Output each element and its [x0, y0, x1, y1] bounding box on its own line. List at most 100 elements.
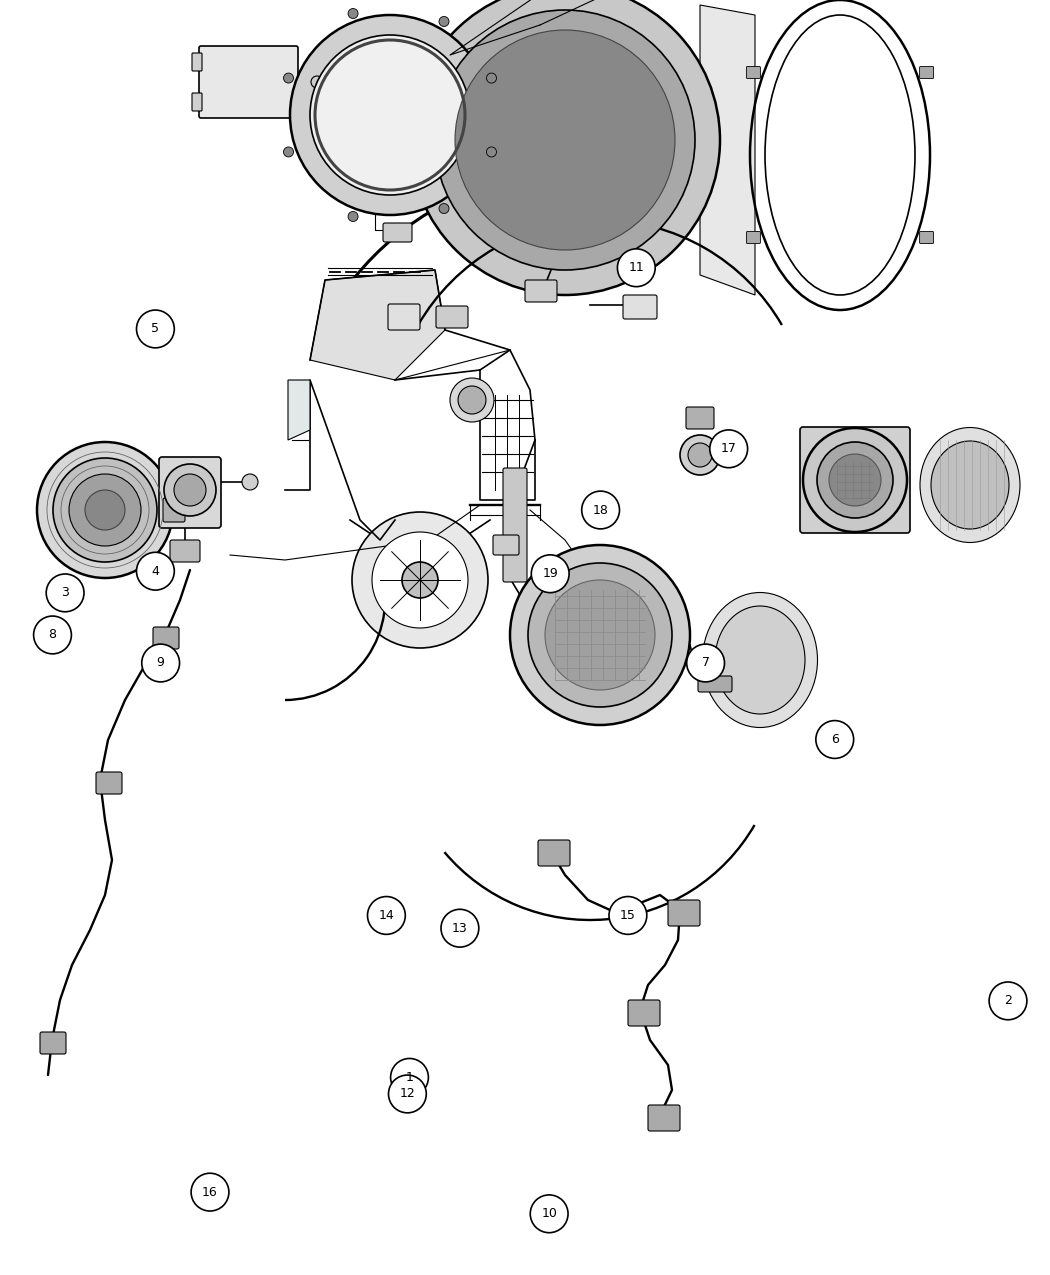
Circle shape [410, 0, 720, 295]
Circle shape [391, 1058, 428, 1096]
FancyBboxPatch shape [920, 66, 933, 79]
Text: 2: 2 [1004, 994, 1012, 1007]
Text: 19: 19 [543, 567, 559, 580]
Circle shape [191, 1173, 229, 1211]
FancyBboxPatch shape [40, 1031, 66, 1054]
FancyBboxPatch shape [192, 54, 202, 71]
Circle shape [688, 442, 712, 467]
FancyBboxPatch shape [623, 295, 657, 319]
Circle shape [290, 15, 490, 215]
Circle shape [609, 896, 647, 935]
Text: 11: 11 [628, 261, 644, 274]
FancyBboxPatch shape [436, 306, 468, 328]
FancyBboxPatch shape [388, 303, 420, 330]
Circle shape [455, 31, 675, 250]
Circle shape [284, 147, 294, 157]
Circle shape [450, 377, 494, 422]
Text: 17: 17 [720, 442, 737, 455]
Polygon shape [310, 270, 445, 380]
Circle shape [530, 1195, 568, 1233]
FancyBboxPatch shape [503, 468, 527, 581]
Circle shape [687, 644, 724, 682]
FancyBboxPatch shape [698, 676, 732, 692]
Text: 1: 1 [405, 1071, 414, 1084]
Text: 3: 3 [61, 586, 69, 599]
FancyBboxPatch shape [628, 1000, 660, 1026]
FancyBboxPatch shape [747, 66, 760, 79]
Text: 14: 14 [378, 909, 395, 922]
Circle shape [680, 435, 720, 476]
FancyBboxPatch shape [153, 627, 178, 649]
Circle shape [441, 909, 479, 947]
Circle shape [368, 896, 405, 935]
Text: 7: 7 [701, 657, 710, 669]
Text: 5: 5 [151, 323, 160, 335]
Circle shape [722, 440, 742, 460]
Circle shape [142, 644, 180, 682]
Circle shape [348, 212, 358, 222]
Circle shape [388, 1075, 426, 1113]
FancyBboxPatch shape [159, 456, 220, 528]
Ellipse shape [920, 427, 1020, 542]
Circle shape [37, 442, 173, 578]
Circle shape [34, 616, 71, 654]
Circle shape [531, 555, 569, 593]
Text: 4: 4 [151, 565, 160, 578]
Text: 6: 6 [831, 733, 839, 746]
FancyBboxPatch shape [668, 900, 700, 926]
Circle shape [582, 491, 620, 529]
Ellipse shape [702, 593, 818, 728]
Circle shape [439, 17, 449, 27]
Circle shape [52, 458, 158, 562]
Circle shape [528, 564, 672, 708]
Circle shape [617, 249, 655, 287]
FancyBboxPatch shape [800, 427, 910, 533]
FancyBboxPatch shape [747, 232, 760, 244]
Text: 16: 16 [202, 1186, 218, 1198]
FancyBboxPatch shape [96, 771, 122, 794]
Text: 15: 15 [620, 909, 636, 922]
Circle shape [174, 474, 206, 506]
Circle shape [372, 532, 468, 629]
Circle shape [510, 544, 690, 725]
FancyBboxPatch shape [192, 93, 202, 111]
Circle shape [989, 982, 1027, 1020]
Circle shape [352, 513, 488, 648]
FancyBboxPatch shape [494, 536, 519, 555]
Circle shape [85, 490, 125, 530]
FancyBboxPatch shape [920, 232, 933, 244]
FancyBboxPatch shape [170, 541, 200, 562]
Circle shape [136, 310, 174, 348]
Circle shape [435, 10, 695, 270]
Circle shape [402, 562, 438, 598]
Circle shape [545, 580, 655, 690]
Circle shape [458, 386, 486, 414]
FancyBboxPatch shape [648, 1105, 680, 1131]
Text: 12: 12 [399, 1088, 416, 1100]
Polygon shape [288, 380, 310, 440]
Circle shape [242, 474, 258, 490]
Ellipse shape [931, 441, 1009, 529]
Text: 13: 13 [452, 922, 467, 935]
FancyBboxPatch shape [686, 407, 714, 428]
Text: 9: 9 [156, 657, 165, 669]
Circle shape [46, 574, 84, 612]
Circle shape [486, 73, 497, 83]
Circle shape [348, 9, 358, 19]
Circle shape [486, 147, 497, 157]
FancyBboxPatch shape [200, 46, 298, 119]
Circle shape [136, 552, 174, 590]
Polygon shape [700, 5, 755, 295]
Circle shape [164, 464, 216, 516]
Text: 18: 18 [592, 504, 609, 516]
Circle shape [310, 34, 470, 195]
Circle shape [284, 73, 294, 83]
Text: 8: 8 [48, 629, 57, 641]
Circle shape [830, 454, 881, 506]
Circle shape [710, 430, 748, 468]
Circle shape [816, 720, 854, 759]
FancyBboxPatch shape [538, 840, 570, 866]
Circle shape [311, 76, 323, 88]
Circle shape [69, 474, 141, 546]
FancyBboxPatch shape [525, 280, 556, 302]
